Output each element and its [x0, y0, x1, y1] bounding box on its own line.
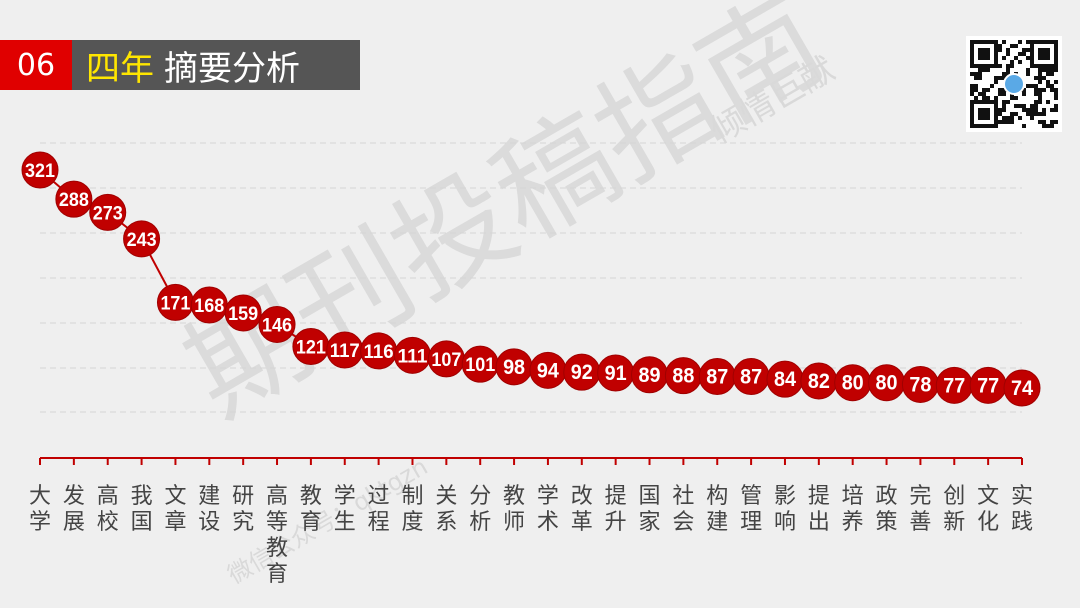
- data-label: 107: [431, 350, 461, 371]
- data-label: 92: [571, 361, 593, 384]
- x-tick-label: 构建: [706, 484, 728, 535]
- data-label: 116: [364, 342, 394, 363]
- data-label: 87: [706, 366, 728, 389]
- data-label: 91: [605, 362, 627, 385]
- data-label: 80: [876, 372, 898, 395]
- x-tick-label: 制度: [401, 484, 423, 535]
- x-tick-label: 分析: [469, 484, 491, 535]
- section-number: 06: [0, 40, 72, 90]
- title-rest: 摘要分析: [164, 48, 300, 89]
- x-tick-label: 提出: [808, 484, 830, 535]
- qr-code-image: [966, 36, 1062, 132]
- data-label: 159: [228, 304, 258, 325]
- x-tick-label: 影响: [774, 484, 796, 535]
- data-point: [123, 220, 161, 258]
- series-line: [39, 169, 1023, 389]
- data-label: 82: [808, 370, 830, 393]
- x-tick-label: 社会: [672, 484, 694, 535]
- data-label: 98: [503, 356, 525, 379]
- x-tick-label: 培养: [842, 484, 864, 535]
- data-label: 88: [672, 365, 694, 388]
- x-tick-label: 我国: [131, 484, 153, 535]
- x-tick-label: 教育: [300, 484, 322, 535]
- x-tick-label: 管理: [740, 484, 762, 535]
- title-highlight: 四年: [86, 48, 154, 89]
- data-point: [55, 180, 93, 218]
- x-tick-label: 完善: [909, 484, 931, 535]
- x-tick-label: 学生: [334, 484, 356, 535]
- data-label: 117: [330, 341, 360, 362]
- x-tick-label: 发展: [63, 484, 85, 535]
- x-tick-label: 文章: [164, 484, 186, 535]
- data-point: [258, 305, 296, 343]
- x-tick-label: 研究: [232, 484, 254, 535]
- x-tick-label: 改革: [571, 484, 593, 535]
- data-label: 273: [93, 203, 123, 224]
- x-tick-label: 政策: [876, 484, 898, 535]
- data-label: 243: [127, 230, 157, 251]
- data-label: 84: [774, 368, 796, 391]
- data-label: 94: [537, 359, 559, 382]
- x-tick-label: 建设: [198, 484, 220, 535]
- x-tick-label: 实践: [1011, 484, 1033, 535]
- data-label: 121: [296, 338, 326, 359]
- data-label: 77: [977, 374, 999, 397]
- data-label: 77: [943, 374, 965, 397]
- x-tick-label: 高校: [97, 484, 119, 535]
- x-tick-label: 大学: [29, 484, 51, 535]
- data-label: 78: [909, 373, 931, 396]
- data-label: 171: [160, 293, 190, 314]
- data-label: 111: [397, 346, 427, 367]
- data-label: 89: [639, 364, 661, 387]
- page-title: 四年 摘要分析: [72, 40, 360, 90]
- data-point: [1003, 369, 1041, 407]
- x-tick-label: 关系: [435, 484, 457, 535]
- data-label: 74: [1011, 377, 1033, 400]
- data-point: [224, 294, 262, 332]
- data-label: 321: [25, 161, 55, 182]
- data-label: 146: [262, 315, 292, 336]
- data-label: 168: [194, 296, 224, 317]
- data-label: 288: [59, 190, 89, 211]
- data-point: [21, 151, 59, 189]
- data-label: 80: [842, 372, 864, 395]
- x-tick-label: 过程: [368, 484, 390, 535]
- x-tick-label: 创新: [943, 484, 965, 535]
- x-tick-label: 国家: [639, 484, 661, 535]
- x-tick-label: 提升: [605, 484, 627, 535]
- data-label: 101: [465, 355, 495, 376]
- x-tick-label: 学术: [537, 484, 559, 535]
- data-point: [89, 193, 127, 231]
- x-tick-label: 高等教育: [266, 484, 288, 587]
- x-tick-label: 文化: [977, 484, 999, 535]
- x-tick-label: 教师: [503, 484, 525, 535]
- data-label: 87: [740, 366, 762, 389]
